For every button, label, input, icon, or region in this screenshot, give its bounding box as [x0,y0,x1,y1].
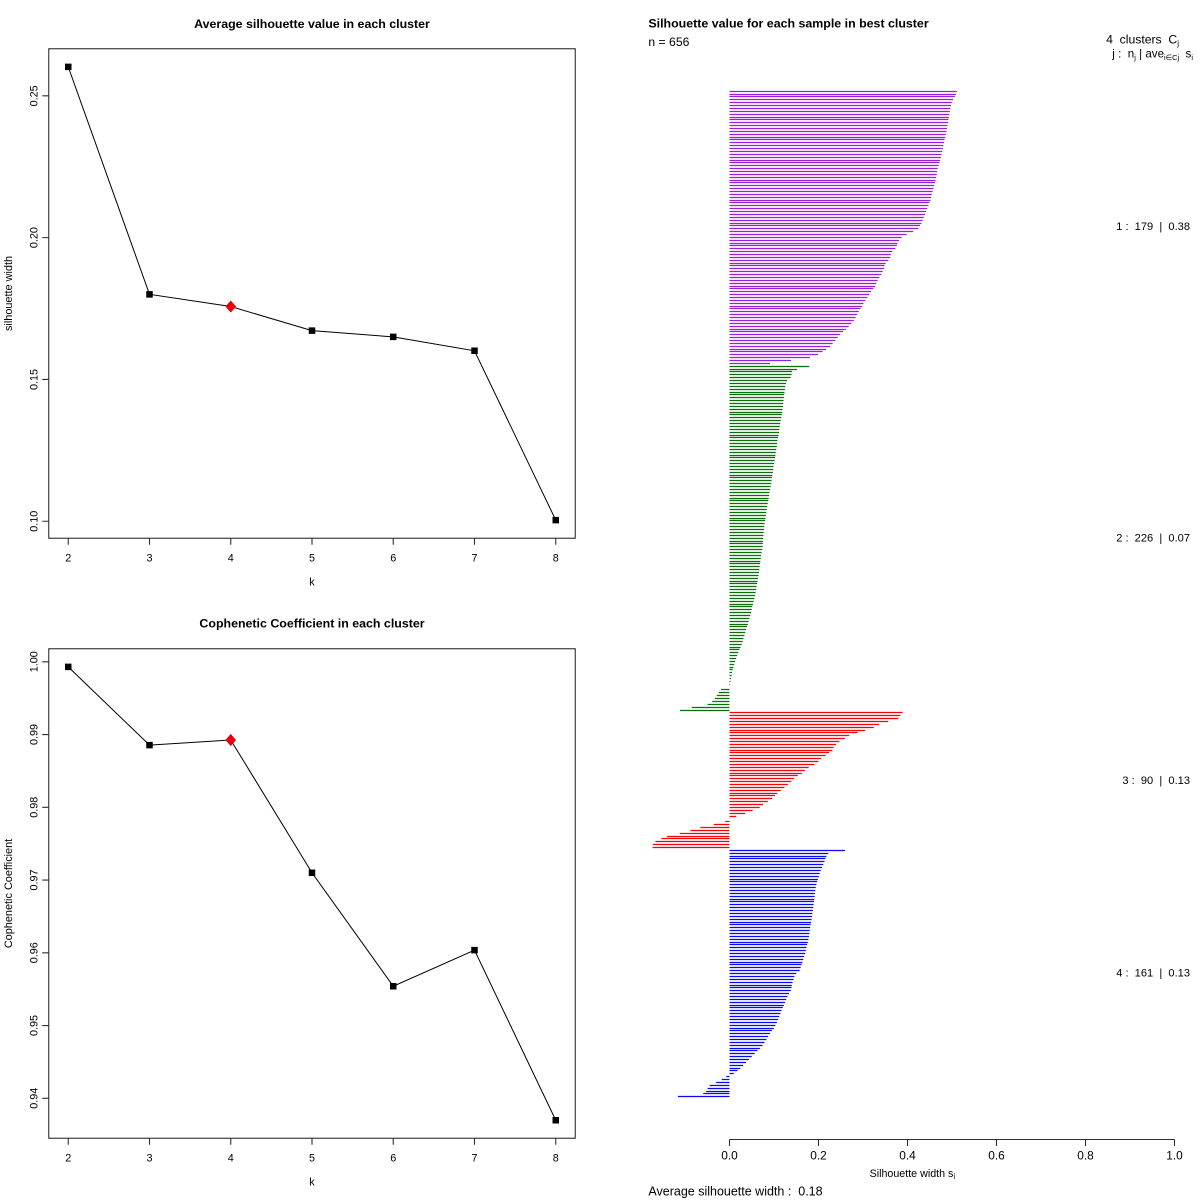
svg-text:6: 6 [390,1152,396,1164]
svg-text:Cophenetic Coefficient in each: Cophenetic Coefficient in each cluster [199,617,424,631]
svg-text:4 clusters Cj: 4 clusters Cj [1106,32,1179,48]
svg-text:0.94: 0.94 [28,1088,40,1109]
svg-text:8: 8 [553,1152,559,1164]
svg-text:3: 3 [146,1152,152,1164]
svg-text:4 : 161 | 0.13: 4 : 161 | 0.13 [1116,967,1190,979]
svg-text:Silhouette value for each samp: Silhouette value for each sample in best… [648,17,928,31]
svg-text:0.6: 0.6 [988,1149,1005,1163]
svg-text:0.25: 0.25 [28,85,40,106]
svg-text:0.15: 0.15 [28,369,40,390]
svg-text:7: 7 [471,552,477,564]
svg-text:0.97: 0.97 [28,870,40,891]
svg-text:k: k [309,1177,315,1189]
svg-text:Average silhouette width : 0.: Average silhouette width : 0.18 [648,1184,822,1198]
svg-text:0.0: 0.0 [721,1149,738,1163]
svg-text:n = 656: n = 656 [648,35,689,49]
svg-text:2 : 226 | 0.07: 2 : 226 | 0.07 [1116,532,1190,544]
svg-text:7: 7 [471,1152,477,1164]
svg-text:3: 3 [146,552,152,564]
svg-text:1 : 179 | 0.38: 1 : 179 | 0.38 [1116,221,1190,233]
svg-text:j : nj | avei∈Cj si: j : nj | avei∈Cj si [1111,48,1193,63]
svg-text:4: 4 [228,1152,234,1164]
svg-text:Silhouette width si: Silhouette width si [870,1168,956,1181]
svg-text:2: 2 [65,1152,71,1164]
svg-text:0.8: 0.8 [1077,1149,1094,1163]
svg-text:silhouette width: silhouette width [3,256,15,331]
svg-text:0.99: 0.99 [28,724,40,745]
svg-text:5: 5 [309,552,315,564]
svg-text:4: 4 [228,552,234,564]
svg-text:5: 5 [309,1152,315,1164]
svg-text:0.96: 0.96 [28,942,40,963]
svg-text:2: 2 [65,552,71,564]
svg-text:Average silhouette value in ea: Average silhouette value in each cluster [194,17,430,31]
svg-text:1.0: 1.0 [1166,1149,1183,1163]
svg-text:0.95: 0.95 [28,1015,40,1036]
svg-text:0.4: 0.4 [899,1149,916,1163]
svg-text:1.00: 1.00 [28,651,40,672]
svg-text:3 : 90 | 0.13: 3 : 90 | 0.13 [1122,775,1190,787]
svg-text:0.10: 0.10 [28,511,40,532]
svg-text:8: 8 [553,552,559,564]
svg-text:Cophenetic Coefficient: Cophenetic Coefficient [3,839,15,948]
svg-text:0.2: 0.2 [810,1149,827,1163]
svg-text:0.20: 0.20 [28,227,40,248]
svg-text:6: 6 [390,552,396,564]
svg-text:k: k [309,577,315,589]
svg-text:0.98: 0.98 [28,797,40,818]
